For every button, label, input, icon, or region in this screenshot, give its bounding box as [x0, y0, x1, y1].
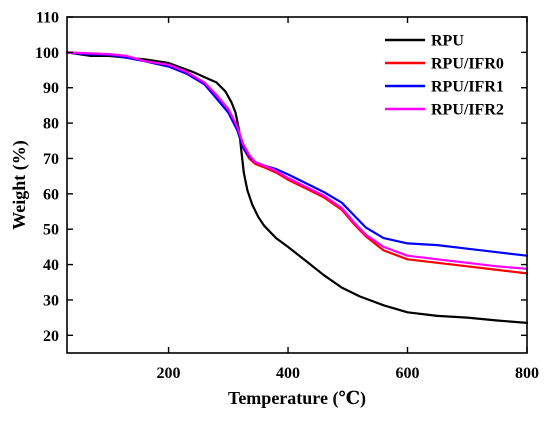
x-axis-title: Temperature (℃): [228, 388, 366, 409]
y-tick-label: 50: [43, 222, 59, 239]
x-tick-label: 200: [157, 365, 181, 382]
x-tick-label: 600: [396, 365, 420, 382]
y-axis: 20 30 40 50 60 70 80 90 100 110: [35, 10, 527, 345]
series-line-rpu: [65, 51, 529, 324]
x-tick-label: 800: [515, 365, 539, 382]
y-tick-label: 110: [36, 10, 59, 27]
y-tick-label: 80: [43, 116, 59, 133]
y-tick-label: 60: [43, 186, 59, 203]
y-axis-title: Weight (%): [9, 140, 30, 230]
legend-label: RPU/IFR1: [431, 79, 504, 96]
x-tick-label: 400: [276, 365, 300, 382]
series-line-rpu-ifr2: [65, 51, 529, 270]
y-tick-label: 90: [43, 80, 59, 97]
legend-label: RPU: [431, 33, 464, 50]
series-layer: [65, 51, 529, 324]
y-tick-label: 40: [43, 257, 59, 274]
legend: RPU RPU/IFR0 RPU/IFR1 RPU/IFR2: [385, 33, 504, 119]
x-axis: 200 400 600 800: [157, 17, 539, 382]
y-tick-label: 100: [35, 45, 59, 62]
legend-label: RPU/IFR2: [431, 102, 504, 119]
y-tick-label: 70: [43, 151, 59, 168]
plot-frame: [66, 16, 528, 354]
legend-label: RPU/IFR0: [431, 56, 504, 73]
y-tick-label: 20: [43, 328, 59, 345]
y-tick-label: 30: [43, 292, 59, 309]
